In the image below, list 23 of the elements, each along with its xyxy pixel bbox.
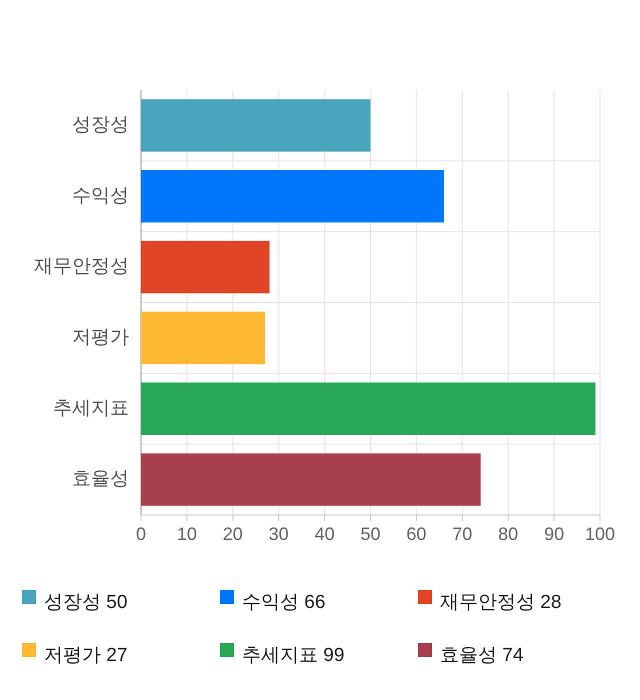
y-tick-label: 수익성 [72, 185, 129, 206]
x-tick-label: 70 [452, 524, 472, 544]
legend-label: 저평가 27 [44, 645, 128, 666]
x-tick-label: 100 [584, 524, 616, 544]
x-tick-label: 20 [222, 524, 243, 544]
legend-label: 재무안정성 28 [440, 592, 562, 614]
x-tick-label: 90 [544, 524, 564, 544]
y-tick-label: 재무안정성 [34, 256, 129, 278]
x-tick-label: 30 [268, 524, 289, 544]
legend-label: 수익성 66 [242, 592, 326, 614]
y-tick-label: 저평가 [72, 326, 129, 348]
y-tick-label: 효율성 [72, 468, 129, 490]
x-tick-label: 50 [360, 524, 381, 544]
legend-label: 성장성 50 [44, 592, 128, 614]
x-tick-label: 80 [498, 524, 518, 544]
x-tick-label: 0 [136, 524, 146, 544]
x-tick-label: 10 [176, 524, 197, 544]
legend-label: 추세지표 99 [242, 645, 344, 666]
y-tick-label: 추세지표 [53, 398, 129, 419]
y-tick-label: 성장성 [72, 114, 129, 136]
legend-label: 효율성 74 [440, 645, 524, 666]
x-tick-label: 60 [406, 524, 426, 544]
x-tick-label: 40 [314, 524, 335, 544]
